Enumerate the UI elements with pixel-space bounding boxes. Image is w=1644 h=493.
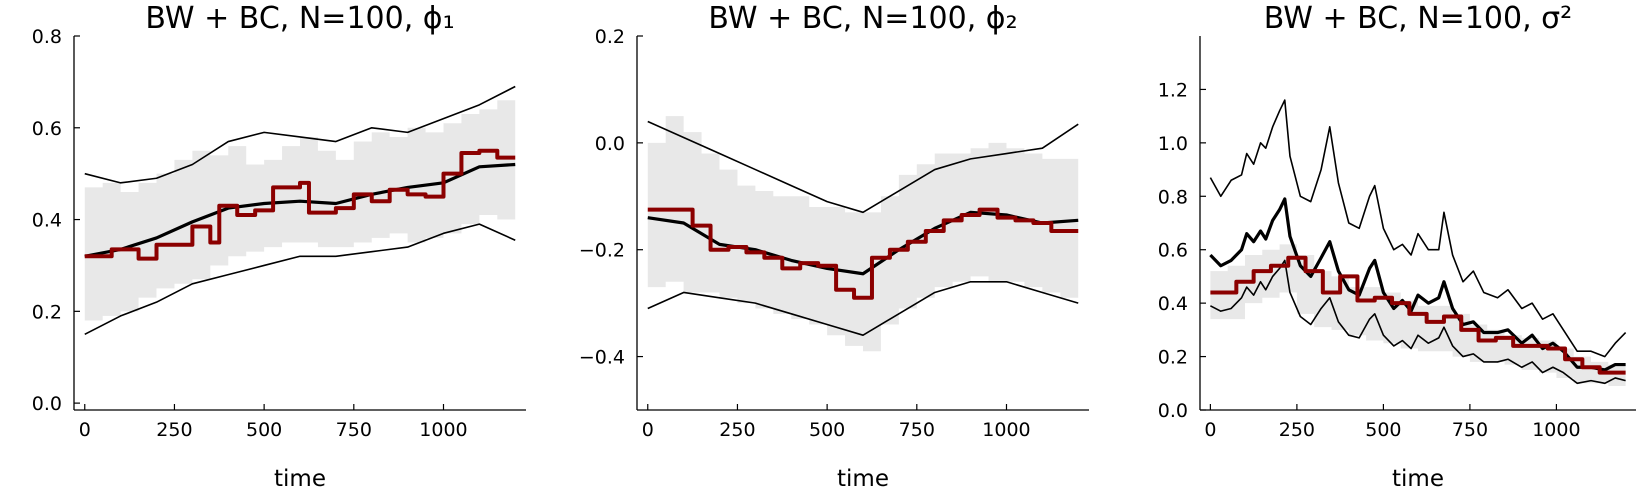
chart-title: BW + BC, N=100, σ² [1264,1,1572,36]
x-tick-label: 250 [1279,419,1315,441]
y-tick-label: 0.8 [1158,186,1188,208]
series-lower-line [647,280,1079,337]
y-tick-label: 0.0 [595,133,625,155]
y-tick-label: 0.0 [1158,400,1188,422]
x-axis-label: time [1392,466,1444,492]
y-tick-label: 0.2 [1158,347,1188,369]
y-tick-label: 0.8 [32,26,62,48]
chart-title: BW + BC, N=100, ϕ₂ [708,1,1017,36]
x-tick-label: 500 [246,419,282,441]
series-upper-line [1209,99,1627,358]
chart-panel-1: BW + BC, N=100, ϕ₁ 0 250 500 750 1000 0.0 0.2 0.… [32,1,526,492]
x-tick-label: 250 [156,419,192,441]
x-tick-label: 500 [809,419,845,441]
x-tick-label: 0 [1204,419,1216,441]
series-lower-line [84,223,516,335]
series-mean-line [647,210,1079,276]
x-axis-label: time [837,466,889,492]
chart-panel-2: BW + BC, N=100, ϕ₂ 0 250 500 750 1000 −0.4 −0.2… [579,1,1089,492]
y-tick-label: 1.0 [1158,133,1188,155]
y-tick-label: 1.2 [1158,79,1188,101]
x-tick-label: 750 [1452,419,1488,441]
series-truth-line [647,207,1079,300]
y-tick-label: 0.2 [32,301,62,323]
x-tick-label: 250 [719,419,755,441]
y-tick-label: 0.4 [32,210,62,232]
chart-title: BW + BC, N=100, ϕ₁ [145,1,454,36]
series-truth-line [84,148,516,261]
y-tick-label: 0.6 [1158,240,1188,262]
x-axis-label: time [274,466,326,492]
y-tick-label: 0.2 [595,26,625,48]
series-truth-line [1210,255,1626,375]
y-tick-label: −0.4 [579,347,625,369]
x-tick-label: 750 [899,419,935,441]
chart-panel-3: BW + BC, N=100, σ² 0 250 500 750 1000 0.0 0.2 0.… [1158,1,1636,492]
y-tick-label: −0.2 [579,240,625,262]
credible-band [84,95,516,321]
y-tick-label: 0.4 [1158,293,1188,315]
x-tick-label: 1000 [419,419,467,441]
x-tick-label: 500 [1365,419,1401,441]
series-lower-line [1210,259,1626,385]
credible-band [647,116,1079,352]
x-tick-label: 750 [336,419,372,441]
series-upper-line [84,85,516,184]
x-tick-label: 0 [79,419,91,441]
x-tick-label: 0 [642,419,654,441]
x-tick-label: 1000 [982,419,1030,441]
series-upper-line [647,120,1079,214]
x-tick-label: 1000 [1532,419,1580,441]
y-tick-label: 0.0 [32,393,62,415]
y-tick-label: 0.6 [32,118,62,140]
